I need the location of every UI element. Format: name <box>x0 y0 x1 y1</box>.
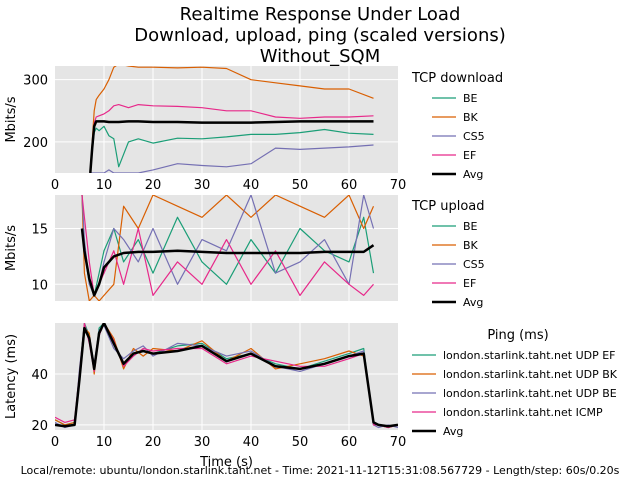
series-line-be <box>89 125 374 173</box>
y-tick-label: 200 <box>23 136 48 151</box>
legend-label: Avg <box>463 168 483 181</box>
legend-label: BE <box>463 220 478 233</box>
series-line-ef <box>89 104 374 173</box>
x-tick-label: 10 <box>96 435 113 450</box>
x-tick-label: 30 <box>194 435 211 450</box>
legend-label: london.starlink.taht.net ICMP <box>443 406 603 419</box>
series-line-avg <box>55 323 398 428</box>
y-axis-label: Mbits/s <box>4 96 19 142</box>
y-tick-label: 20 <box>31 419 48 434</box>
y-tick-label: 40 <box>31 368 48 383</box>
series-line-bk <box>89 66 374 173</box>
x-tick-label: 0 <box>51 435 59 450</box>
series-lines <box>55 323 398 429</box>
legend-label: EF <box>463 277 476 290</box>
legend-label: EF <box>463 149 476 162</box>
x-tick-label: 10 <box>96 178 113 193</box>
title-line-2: Download, upload, ping (scaled versions) <box>134 25 506 46</box>
x-axis-label: Time (s) <box>199 455 253 470</box>
legend-label: CS5 <box>463 130 485 143</box>
y-axis-label: Mbits/s <box>4 225 19 271</box>
x-tick-label: 70 <box>390 435 407 450</box>
legend-title: Ping (ms) <box>487 328 548 343</box>
legend-upload: TCP upload BE BK CS5 EF Avg <box>411 199 485 309</box>
legend-label: CS5 <box>463 258 485 271</box>
x-tick-label: 20 <box>145 435 162 450</box>
panel-download: 200 300 0 10 20 30 40 50 60 70 Mbits/s TCP download… <box>4 66 503 193</box>
footer-text: Local/remote: ubuntu/london.starlink.tah… <box>21 464 620 477</box>
y-axis-label: Latency (ms) <box>4 334 19 419</box>
legend-download: TCP download BE BK CS5 EF Avg <box>411 71 503 181</box>
legend-title: TCP upload <box>411 199 485 214</box>
figure-title: Realtime Response Under Load Download, u… <box>134 4 506 67</box>
legend-label: london.starlink.taht.net UDP EF <box>443 349 616 362</box>
x-tick-label: 60 <box>341 178 358 193</box>
x-tick-label: 0 <box>51 178 59 193</box>
legend-label: Avg <box>463 296 483 309</box>
plot-background <box>55 195 398 301</box>
x-tick-label: 70 <box>390 178 407 193</box>
panel-upload: 10 15 Mbits/s TCP upload BE BK CS5 EF Avg <box>4 195 485 309</box>
panel-ping: 20 40 0 10 20 30 40 50 60 70 Latency (ms) Time (s) P… <box>4 323 618 470</box>
x-tick-label: 40 <box>243 178 260 193</box>
x-tick-label: 30 <box>194 178 211 193</box>
y-tick-label: 15 <box>31 222 48 237</box>
legend-label: Avg <box>443 425 463 438</box>
legend-ping: Ping (ms) london.starlink.taht.net UDP EF… <box>412 328 618 438</box>
x-tick-label: 50 <box>292 435 309 450</box>
x-tick-label: 60 <box>341 435 358 450</box>
series-lines <box>89 66 374 173</box>
series-line-cs5 <box>90 144 374 173</box>
legend-label: BK <box>463 239 479 252</box>
series-line-avg <box>89 120 374 173</box>
series-line-avg <box>80 228 375 297</box>
legend-title: TCP download <box>411 71 503 86</box>
title-line-3: Without_SQM <box>260 46 380 67</box>
legend-label: london.starlink.taht.net UDP BE <box>443 387 617 400</box>
legend-label: BK <box>463 111 479 124</box>
x-tick-label: 50 <box>292 178 309 193</box>
plot-background <box>55 323 398 430</box>
x-tick-label: 40 <box>243 435 260 450</box>
x-tick-label: 20 <box>145 178 162 193</box>
plot-background <box>55 66 398 173</box>
y-tick-label: 300 <box>23 74 48 89</box>
title-line-1: Realtime Response Under Load <box>180 4 461 25</box>
series-lines <box>80 195 375 301</box>
legend-label: BE <box>463 92 478 105</box>
legend-label: london.starlink.taht.net UDP BK <box>443 368 618 381</box>
y-tick-label: 10 <box>31 278 48 293</box>
